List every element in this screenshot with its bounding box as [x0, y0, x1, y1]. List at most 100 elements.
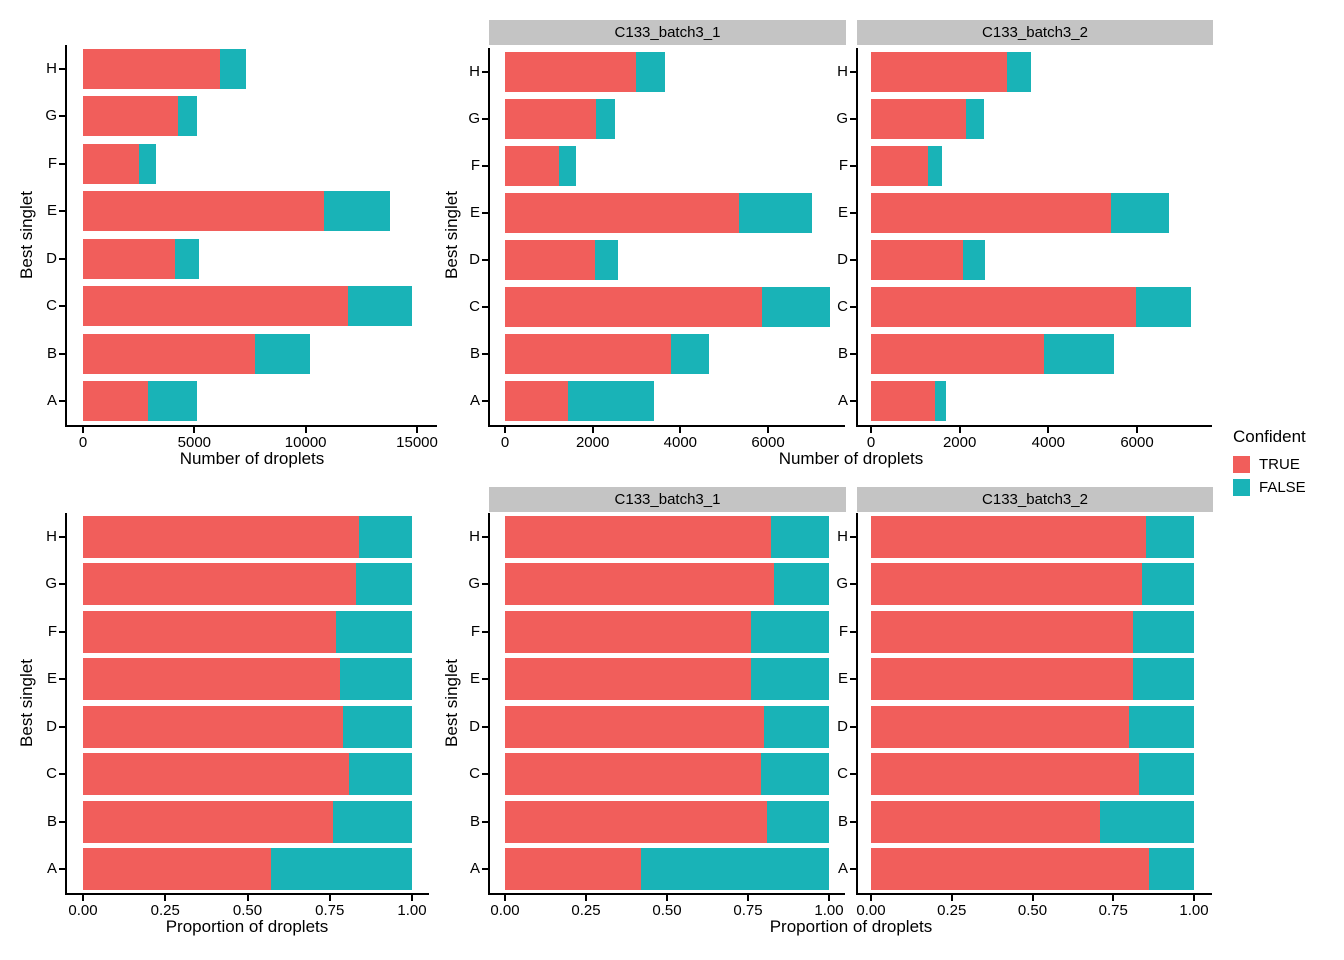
y-tick-mark: [850, 117, 856, 120]
bar-segment-C-false: [1136, 287, 1192, 328]
bar-segment-B-false: [1100, 800, 1194, 843]
y-tick-mark: [850, 725, 856, 728]
y-tick-mark: [59, 115, 65, 118]
x-tick-label: 1.00: [397, 902, 427, 919]
x-axis-title-counts-overall: Number of droplets: [179, 449, 325, 468]
x-tick-mark: [1047, 427, 1050, 433]
x-tick-label: 0.50: [232, 902, 263, 919]
legend-item-false: FALSE: [1233, 479, 1306, 496]
bar-segment-B-false: [255, 333, 311, 374]
y-tick-mark: [59, 820, 65, 823]
bar-segment-F-true: [871, 145, 928, 186]
y-tick-label: E: [837, 670, 848, 688]
bar-segment-H-false: [770, 515, 829, 558]
x-tick-mark: [679, 427, 682, 433]
bar-segment-H-true: [83, 515, 360, 558]
y-tick-mark: [850, 353, 856, 356]
bar-segment-G-true: [871, 563, 1143, 606]
y-tick-mark: [850, 70, 856, 73]
x-tick-mark: [747, 895, 749, 901]
x-axis-line: [65, 893, 429, 895]
x-tick-mark: [504, 895, 506, 901]
y-tick-label: G: [45, 107, 57, 125]
y-tick-label: A: [837, 860, 848, 878]
bar-segment-F-true: [83, 143, 140, 184]
x-axis-line: [856, 893, 1212, 895]
y-tick-mark: [482, 306, 488, 309]
panel-counts-batch3-1: H G F E D C B A 0 2000 4000 6000: [468, 48, 845, 451]
x-tick-label: 0.50: [652, 902, 682, 919]
bar-segment-B-true: [83, 333, 256, 374]
y-tick-label: C: [46, 765, 57, 783]
x-tick-mark: [1112, 895, 1115, 901]
bar-segment-F-true: [83, 610, 337, 653]
facet-strip-props-batch3-2: C133_batch3_2: [857, 487, 1213, 512]
y-tick-label: B: [837, 345, 848, 363]
x-tick-label: 0: [866, 434, 876, 451]
y-axis-line: [856, 513, 858, 895]
x-tick-label: 0.00: [490, 902, 520, 919]
y-tick-label: H: [46, 527, 57, 545]
bar-segment-E-true: [505, 658, 752, 701]
x-tick-label: 6000: [1120, 434, 1154, 451]
bar-segment-E-false: [1132, 658, 1194, 701]
y-tick-label: A: [46, 392, 57, 410]
facet-strip-props-batch3-1: C133_batch3_1: [489, 487, 846, 512]
y-tick-label: A: [469, 860, 480, 878]
x-axis-line: [488, 425, 845, 427]
x-tick-label: 2000: [942, 434, 977, 451]
y-tick-label: G: [468, 575, 480, 593]
y-tick-mark: [59, 773, 65, 776]
x-tick-mark: [1193, 895, 1195, 901]
x-tick-label: 0.75: [1098, 902, 1128, 919]
y-tick-label: C: [837, 298, 848, 316]
y-tick-label: F: [47, 154, 57, 172]
y-tick-mark: [482, 678, 488, 681]
x-axis-title-counts-facets: Number of droplets: [778, 449, 924, 468]
y-tick-label: A: [46, 860, 57, 878]
bar-segment-D-false: [342, 705, 412, 748]
bar-segment-A-false: [935, 381, 946, 422]
y-axis-title-counts-overall: Best singlet: [17, 191, 36, 279]
y-tick-label: H: [837, 62, 848, 80]
bar-segment-B-false: [670, 334, 709, 375]
x-tick-label: 1.00: [1179, 902, 1209, 919]
y-tick-label: F: [47, 622, 57, 640]
y-tick-label: D: [46, 249, 57, 267]
bar-segment-D-false: [764, 705, 829, 748]
x-tick-mark: [828, 895, 830, 901]
x-tick-mark: [585, 895, 587, 901]
bar-segment-G-false: [356, 563, 412, 606]
bar-segment-H-false: [359, 515, 412, 558]
y-tick-label: F: [838, 622, 848, 640]
x-tick-mark: [82, 427, 84, 433]
x-tick-mark: [504, 427, 506, 433]
x-tick-label: 5000: [177, 434, 212, 451]
bar-segment-E-false: [339, 658, 412, 701]
legend-confident: Confident TRUE FALSE: [1233, 427, 1306, 502]
x-tick-label: 1.00: [814, 902, 844, 919]
bar-segment-F-false: [751, 610, 829, 653]
x-tick-mark: [164, 895, 167, 901]
bar-segment-B-false: [333, 800, 412, 843]
x-tick-mark: [591, 427, 594, 433]
x-tick-label: 4000: [663, 434, 698, 451]
x-tick-label: 0.25: [150, 902, 180, 919]
y-axis-title-counts-facets: Best singlet: [442, 191, 461, 279]
y-tick-label: G: [468, 109, 480, 127]
x-axis-title-props-overall: Proportion of droplets: [165, 917, 329, 936]
x-axis-title-props-facets: Proportion of droplets: [769, 917, 933, 936]
bar-segment-B-true: [871, 334, 1044, 375]
y-tick-label: E: [46, 670, 57, 688]
bar-segment-B-true: [505, 334, 671, 375]
x-tick-mark: [328, 895, 331, 901]
bar-segment-D-false: [174, 238, 199, 279]
bar-segment-G-true: [83, 96, 178, 137]
y-axis-line: [488, 513, 490, 895]
bar-segment-G-true: [83, 563, 357, 606]
y-tick-label: F: [838, 156, 848, 174]
x-tick-mark: [193, 427, 196, 433]
x-tick-mark: [416, 427, 418, 433]
bar-segment-F-false: [559, 145, 576, 186]
bar-segment-F-false: [336, 610, 412, 653]
